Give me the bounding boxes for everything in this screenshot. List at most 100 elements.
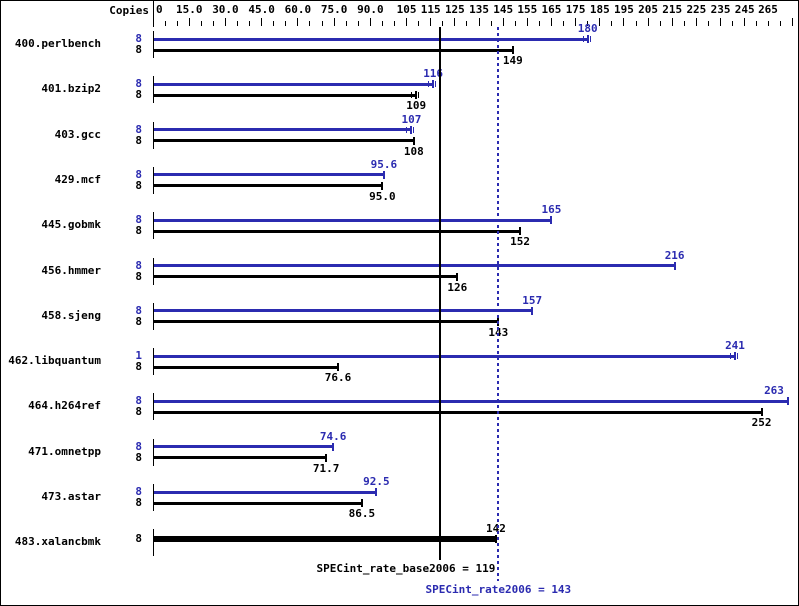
axis-tick <box>200 21 202 26</box>
peak-copies: 8 <box>135 394 142 408</box>
peak-value-label: 165 <box>541 203 562 217</box>
axis-tick-label: 90.0 <box>357 3 384 16</box>
peak-value-label: 74.6 <box>319 429 347 443</box>
benchmark-name: 401.bzip2 <box>41 82 101 96</box>
axis-tick-label: 15.0 <box>175 3 203 16</box>
axis-tick <box>683 21 685 26</box>
axis-tick <box>430 18 432 26</box>
axis-tick-label: 45.0 <box>248 3 275 16</box>
base-copies: 8 <box>135 133 142 147</box>
peak-value-label: 92.5 <box>363 475 390 488</box>
peak-bar-endcap <box>673 261 676 270</box>
peak-copies: 8 <box>135 485 142 498</box>
axis-tick-label: 135 <box>469 3 489 16</box>
axis-tick-label: 245 <box>734 3 755 16</box>
axis-tick <box>406 18 408 26</box>
peak-bar-endcap <box>531 306 534 315</box>
peak-bar <box>154 128 412 132</box>
base-bar <box>154 184 383 188</box>
axis-tick-label: 265 <box>758 3 778 16</box>
axis-tick <box>732 21 734 26</box>
peak-bar-endcap <box>432 80 435 89</box>
axis-tick <box>635 21 637 26</box>
axis-tick <box>333 18 335 26</box>
peak-whisker-tick <box>582 36 584 42</box>
peak-value-label: 95.6 <box>370 157 398 171</box>
base-bar-endcap <box>511 46 514 54</box>
axis-tick <box>707 21 709 26</box>
axis-tick <box>381 21 383 26</box>
base-copies: 8 <box>135 43 142 56</box>
peak-bar <box>154 399 789 403</box>
axis-tick <box>357 21 359 26</box>
axis-left-separator <box>153 1 154 27</box>
axis-tick <box>768 21 770 26</box>
axis-tick <box>695 18 697 26</box>
base-copies: 8 <box>135 450 142 464</box>
base-bar <box>154 139 414 143</box>
base-value-label: 71.7 <box>312 461 340 475</box>
peak-reference-line <box>497 27 500 581</box>
base-bar-endcap <box>415 91 418 100</box>
peak-bar-endcap <box>586 35 589 43</box>
peak-copies: 8 <box>135 213 142 227</box>
axis-tick <box>611 21 613 26</box>
axis-tick-label: 195 <box>613 3 634 16</box>
peak-copies: 8 <box>135 32 142 45</box>
peak-bar <box>154 82 434 86</box>
benchmark-baseline <box>153 257 154 285</box>
axis-tick-label: 155 <box>517 3 538 16</box>
base-copies: 8 <box>135 269 142 283</box>
axis-tick <box>659 21 661 26</box>
peak-whisker-tick <box>589 36 591 42</box>
axis-tick-label: 235 <box>710 3 731 16</box>
base-value-label: 109 <box>406 99 427 113</box>
axis-tick-label: 105 <box>396 3 417 16</box>
base-bar-endcap <box>336 363 339 372</box>
base-bar-endcap <box>456 272 459 281</box>
merged-value-label: 142 <box>485 522 506 536</box>
benchmark-name: 429.mcf <box>54 172 101 186</box>
benchmark-name: 400.perlbench <box>14 37 101 50</box>
peak-bar-endcap <box>734 352 736 361</box>
base-rate-summary-label: SPECint_rate_base2006 = 119 <box>316 562 496 575</box>
base-value-label: 86.5 <box>348 507 376 520</box>
benchmark-name: 473.astar <box>41 490 101 503</box>
peak-bar <box>154 37 588 41</box>
axis-tick <box>647 18 649 26</box>
axis-tick <box>454 18 456 26</box>
peak-bar-endcap <box>382 170 385 179</box>
axis-tick <box>394 21 395 26</box>
base-bar <box>154 48 513 52</box>
axis-tick <box>152 18 154 26</box>
axis-tick <box>261 18 263 26</box>
peak-copies: 8 <box>135 258 142 272</box>
benchmark-baseline <box>153 348 154 376</box>
axis-tick <box>478 18 480 26</box>
axis-tick <box>756 21 758 26</box>
axis-tick <box>563 21 565 26</box>
peak-copies: 8 <box>135 439 142 453</box>
base-bar <box>154 275 458 278</box>
axis-tick <box>188 18 190 26</box>
benchmark-baseline <box>153 529 154 557</box>
peak-bar-endcap <box>332 442 335 451</box>
axis-tick <box>526 18 528 26</box>
base-value-label: 149 <box>502 54 523 67</box>
benchmark-baseline <box>153 166 154 194</box>
axis-tick <box>792 18 794 26</box>
peak-bar-endcap <box>787 397 790 406</box>
peak-whisker-tick <box>406 126 408 133</box>
axis-tick <box>273 21 275 26</box>
base-bar-endcap <box>381 181 384 190</box>
base-bar <box>154 456 327 460</box>
axis-tick <box>720 18 722 26</box>
benchmark-name: 458.sjeng <box>41 308 101 322</box>
axis-tick-label: 0 <box>156 3 163 16</box>
peak-whisker-tick <box>737 353 738 360</box>
base-value-label: 108 <box>403 144 424 158</box>
axis-tick-label: 145 <box>493 3 514 16</box>
axis-tick <box>490 21 492 26</box>
base-whisker-tick <box>418 92 420 99</box>
